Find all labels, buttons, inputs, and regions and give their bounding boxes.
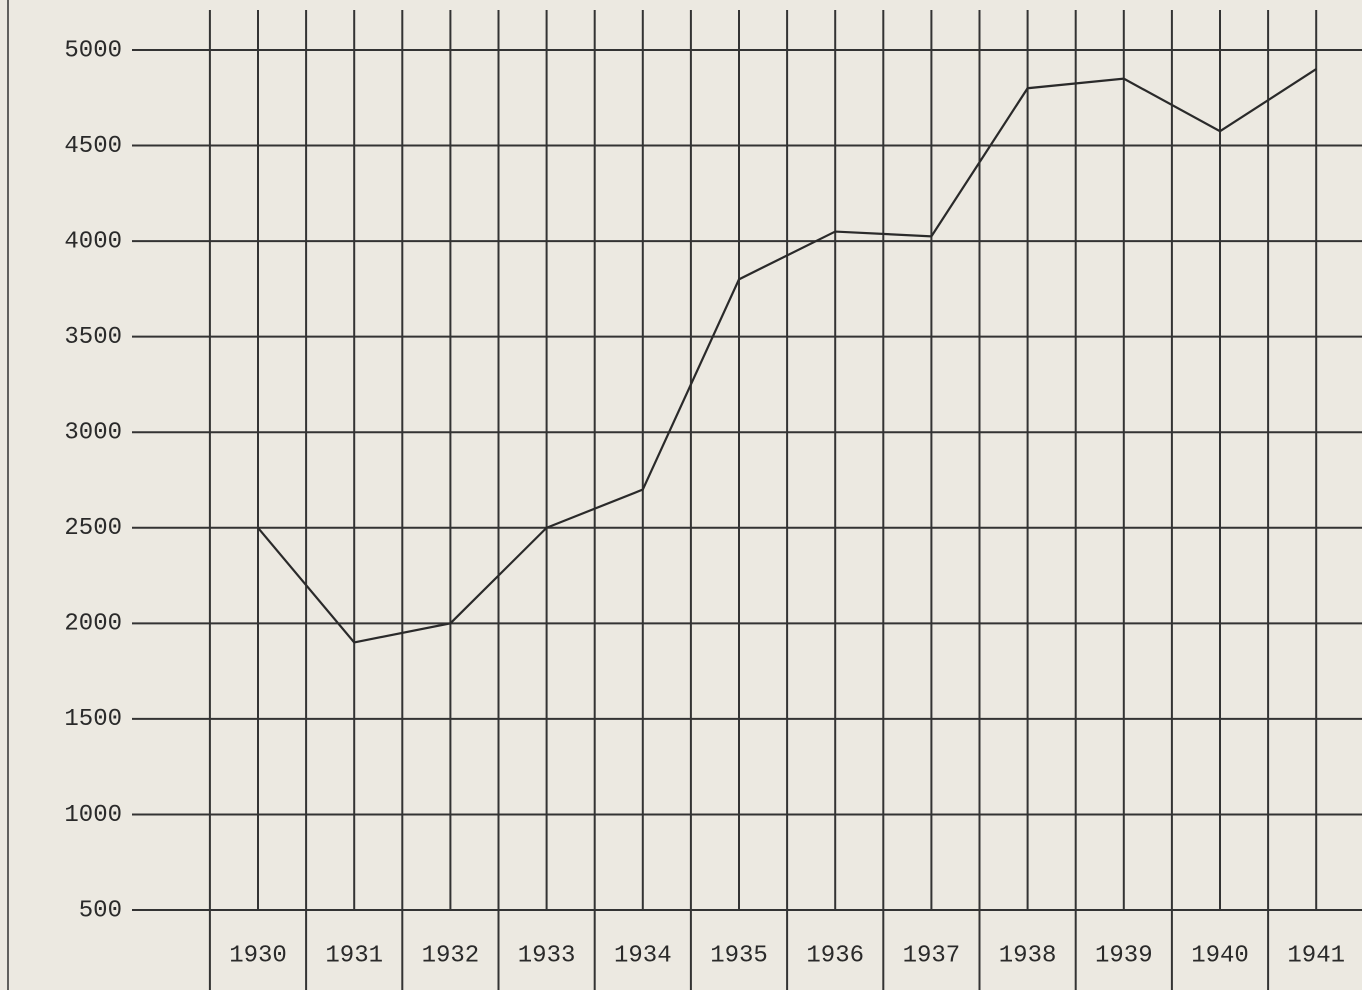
y-tick-label: 1500: [64, 706, 122, 733]
data-line: [257, 68, 1317, 644]
y-tick-label: 4500: [64, 133, 122, 160]
y-tick-label: 3500: [64, 324, 122, 351]
x-tick-label: 1941: [1287, 942, 1345, 969]
x-tick-label: 1938: [999, 942, 1057, 969]
x-tick-label: 1936: [806, 942, 864, 969]
x-tick-label: 1935: [710, 942, 768, 969]
y-tick-label: 2500: [64, 515, 122, 542]
x-tick-label: 1931: [325, 942, 383, 969]
y-tick-label: 4000: [64, 228, 122, 255]
x-tick-label: 1930: [229, 942, 287, 969]
x-tick-label: 1940: [1191, 942, 1249, 969]
x-tick-label: 1933: [518, 942, 576, 969]
x-tick-label: 1932: [422, 942, 480, 969]
y-tick-label: 2000: [64, 611, 122, 638]
x-tick-label: 1937: [903, 942, 961, 969]
x-tick-label: 1934: [614, 942, 672, 969]
x-tick-label: 1939: [1095, 942, 1153, 969]
y-tick-label: 3000: [64, 420, 122, 447]
y-tick-label: 5000: [64, 37, 122, 64]
y-tick-label: 500: [79, 897, 122, 924]
y-tick-label: 1000: [64, 802, 122, 829]
